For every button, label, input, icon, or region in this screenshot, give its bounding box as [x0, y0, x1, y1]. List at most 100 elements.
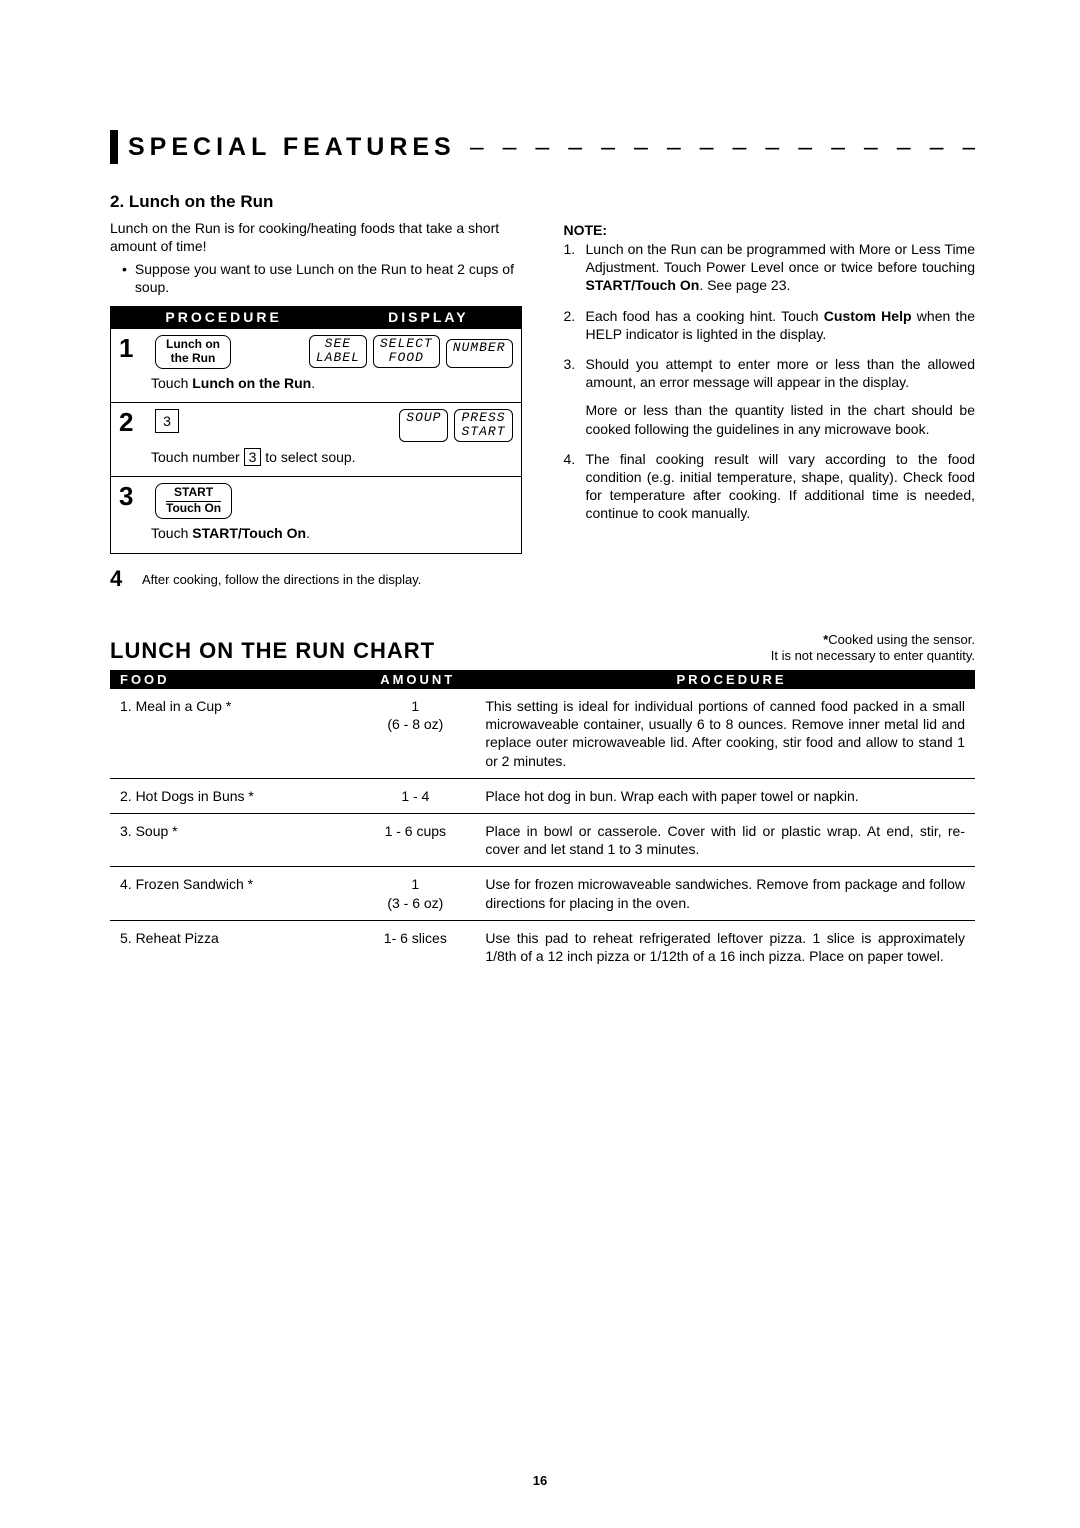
amount-line: 1	[353, 875, 477, 893]
chart-row: 3. Soup * 1 - 6 cups Place in bowl or ca…	[110, 814, 975, 867]
display-box: NUMBER	[446, 339, 513, 368]
instruction-text: to select soup.	[261, 449, 355, 465]
lunch-on-the-run-key: Lunch on the Run	[155, 335, 231, 369]
display-text: SOUP	[406, 410, 441, 425]
instruction-text: Touch number	[151, 449, 244, 465]
dash-rule: – – – – – – – – – – – – – – – – – – – – …	[470, 133, 975, 162]
procedure-table: PROCEDURE DISPLAY 1 Lunch on the Run SEE	[110, 306, 522, 554]
chart-row: 1. Meal in a Cup * 1 (6 - 8 oz) This set…	[110, 689, 975, 779]
note-item: 4. The final cooking result will vary ac…	[564, 450, 976, 523]
chart-header-procedure: PROCEDURE	[488, 670, 975, 689]
lunch-chart: FOOD AMOUNT PROCEDURE 1. Meal in a Cup *…	[110, 670, 975, 973]
step-number: 2	[119, 409, 145, 435]
chart-cell-procedure: Place hot dog in bun. Wrap each with pap…	[481, 787, 975, 805]
chart-note: *Cooked using the sensor. It is not nece…	[771, 632, 975, 665]
chart-cell-food: 3. Soup *	[110, 822, 349, 858]
amount-line: 1 - 6 cups	[353, 822, 477, 840]
procedure-step: 3 START Touch On Touch START/Touch On.	[111, 476, 521, 552]
sub-heading: 2. Lunch on the Run	[110, 192, 522, 212]
chart-cell-procedure: Place in bowl or casserole. Cover with l…	[481, 822, 975, 858]
chart-header: FOOD AMOUNT PROCEDURE	[110, 670, 975, 689]
note-text: Should you attempt to enter more or less…	[586, 356, 976, 390]
chart-header-amount: AMOUNT	[347, 670, 488, 689]
chart-cell-food: 4. Frozen Sandwich *	[110, 875, 349, 911]
note-list: 1. Lunch on the Run can be programmed wi…	[564, 240, 976, 522]
display-box: SEE LABEL	[309, 335, 367, 368]
display-text: NUMBER	[453, 340, 506, 355]
section-title: SPECIAL FEATURES	[128, 133, 456, 162]
key-label: Lunch on	[166, 338, 220, 352]
note-text: Lunch on the Run can be programmed with …	[586, 241, 976, 275]
step-instruction: Touch START/Touch On.	[151, 525, 513, 543]
note-text: The final cooking result will vary accor…	[586, 451, 976, 522]
procedure-header-left: PROCEDURE	[111, 306, 336, 328]
inline-number-box: 3	[244, 448, 262, 467]
display-text: PRESS	[461, 411, 505, 425]
note-number: 2.	[564, 307, 580, 343]
bullet-dot: •	[122, 261, 127, 296]
chart-cell-food: 5. Reheat Pizza	[110, 929, 349, 965]
note-text: Each food has a cooking hint. Touch	[586, 308, 824, 324]
chart-title: LUNCH ON THE RUN CHART	[110, 638, 435, 664]
instruction-text: .	[306, 525, 310, 541]
key-label: the Run	[166, 352, 220, 366]
display-text: SELECT	[380, 337, 433, 351]
chart-cell-amount: 1 - 6 cups	[349, 822, 481, 858]
note-text: . See page 23.	[699, 277, 790, 293]
instruction-text: Touch	[151, 525, 192, 541]
instruction-text: Touch	[151, 375, 192, 391]
note-item: 3. Should you attempt to enter more or l…	[564, 355, 976, 438]
note-number: 3.	[564, 355, 580, 438]
display-text: FOOD	[380, 351, 433, 365]
chart-row: 2. Hot Dogs in Buns * 1 - 4 Place hot do…	[110, 779, 975, 814]
instruction-bold: START/Touch On	[192, 525, 306, 541]
chart-cell-amount: 1 - 4	[349, 787, 481, 805]
accent-bar	[110, 130, 118, 164]
page-number: 16	[0, 1473, 1080, 1488]
key-label: Touch On	[166, 502, 221, 516]
bullet-text: Suppose you want to use Lunch on the Run…	[135, 261, 522, 296]
step-number: 1	[119, 335, 145, 361]
chart-cell-procedure: Use this pad to reheat refrigerated left…	[481, 929, 975, 965]
chart-cell-amount: 1 (6 - 8 oz)	[349, 697, 481, 770]
display-box: SELECT FOOD	[373, 335, 440, 368]
chart-cell-food: 1. Meal in a Cup *	[110, 697, 349, 770]
bullet-item: • Suppose you want to use Lunch on the R…	[110, 261, 522, 296]
key-label: START	[166, 486, 221, 502]
amount-line: (6 - 8 oz)	[353, 715, 477, 733]
instruction-text: .	[311, 375, 315, 391]
step-number: 4	[110, 568, 136, 590]
chart-cell-amount: 1 (3 - 6 oz)	[349, 875, 481, 911]
amount-line: 1	[353, 697, 477, 715]
note-number: 4.	[564, 450, 580, 523]
chart-cell-procedure: Use for frozen microwaveable sandwiches.…	[481, 875, 975, 911]
number-key-3: 3	[155, 409, 179, 433]
display-box: PRESS START	[454, 409, 512, 442]
procedure-step: 2 3 SOUP PRESS START Touch number 3 to s…	[111, 402, 521, 476]
chart-note-line: It is not necessary to enter quantity.	[771, 648, 975, 663]
step-instruction: Touch Lunch on the Run.	[151, 375, 513, 393]
note-item: 2. Each food has a cooking hint. Touch C…	[564, 307, 976, 343]
note-title: NOTE:	[564, 222, 976, 238]
note-bold: START/Touch On	[586, 277, 700, 293]
instruction-bold: Lunch on the Run	[192, 375, 311, 391]
procedure-header-right: DISPLAY	[336, 306, 520, 328]
amount-line: (3 - 6 oz)	[353, 894, 477, 912]
chart-row: 5. Reheat Pizza 1- 6 slices Use this pad…	[110, 921, 975, 973]
intro-paragraph: Lunch on the Run is for cooking/heating …	[110, 220, 522, 255]
display-box: SOUP	[399, 409, 448, 442]
step-number: 3	[119, 483, 145, 509]
step-instruction: Touch number 3 to select soup.	[151, 448, 513, 467]
display-text: SEE	[316, 337, 360, 351]
note-sub-text: More or less than the quantity listed in…	[586, 401, 976, 437]
procedure-step: 1 Lunch on the Run SEE LABEL SELECT	[111, 328, 521, 402]
chart-cell-procedure: This setting is ideal for individual por…	[481, 697, 975, 770]
chart-note-line: Cooked using the sensor.	[828, 632, 975, 647]
note-item: 1. Lunch on the Run can be programmed wi…	[564, 240, 976, 295]
procedure-step-4: 4 After cooking, follow the directions i…	[110, 568, 522, 590]
key-label: 3	[163, 413, 171, 429]
display-text: LABEL	[316, 351, 360, 365]
step-instruction: After cooking, follow the directions in …	[142, 568, 421, 587]
section-header: SPECIAL FEATURES – – – – – – – – – – – –…	[110, 130, 975, 164]
amount-line: 1- 6 slices	[353, 929, 477, 947]
